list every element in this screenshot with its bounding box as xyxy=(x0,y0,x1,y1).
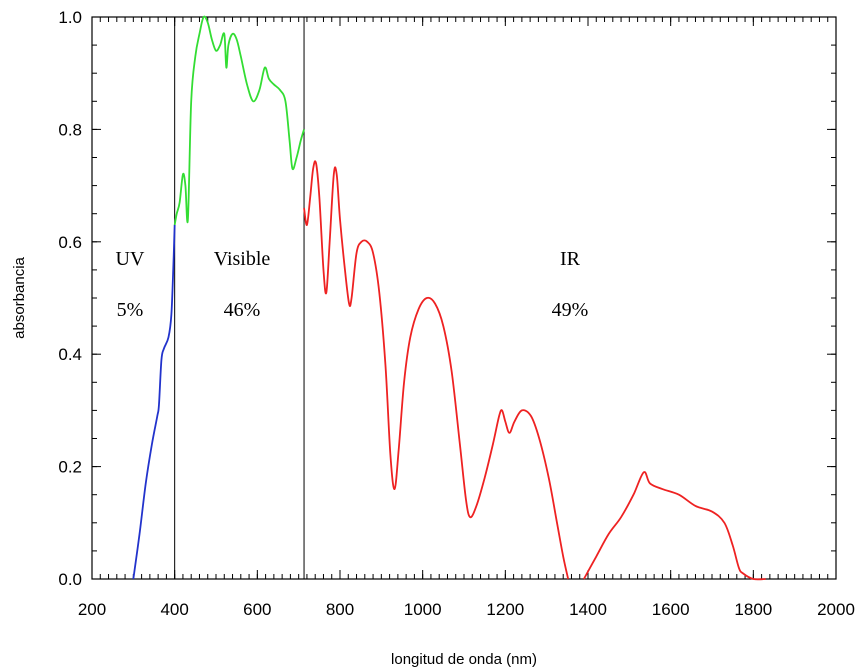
y-axis-title: absorbancia xyxy=(11,256,28,338)
x-tick-label: 1400 xyxy=(569,600,607,619)
series-line xyxy=(583,471,766,581)
absorbance-series xyxy=(132,15,766,581)
x-tick-label: 200 xyxy=(78,600,106,619)
region-label-ir: IR xyxy=(560,248,581,270)
series-line xyxy=(173,15,305,226)
axis-ticks xyxy=(91,16,837,580)
x-tick-label: 1800 xyxy=(734,600,772,619)
x-tick-label: 400 xyxy=(160,600,188,619)
x-tick-label: 2000 xyxy=(817,600,855,619)
region-label-uv: UV xyxy=(116,248,145,270)
x-axis-title: longitud de onda (nm) xyxy=(391,651,537,668)
region-percent-ir: 49% xyxy=(552,299,589,321)
y-tick-label: 0.6 xyxy=(58,233,82,252)
region-percent-uv: 5% xyxy=(117,299,144,321)
region-dividers xyxy=(174,17,305,579)
x-tick-label: 800 xyxy=(326,600,354,619)
series-line xyxy=(132,224,176,580)
x-tick-labels: 200 400 600 800 1000 1200 1400 1600 1800 2000 xyxy=(78,600,855,619)
x-tick-label: 1000 xyxy=(404,600,442,619)
y-tick-label: 0.2 xyxy=(58,458,82,477)
y-tick-labels: 0.0 0.2 0.4 0.6 0.8 1.0 xyxy=(58,8,82,589)
y-tick-label: 0.4 xyxy=(58,345,82,364)
x-tick-label: 1200 xyxy=(486,600,524,619)
series-line xyxy=(303,160,570,580)
region-label-visible: Visible xyxy=(214,248,271,270)
region-percent-visible: 46% xyxy=(224,299,261,321)
x-tick-label: 1600 xyxy=(652,600,690,619)
y-tick-label: 0.8 xyxy=(58,120,82,139)
y-tick-label: 0.0 xyxy=(58,570,82,589)
x-tick-label: 600 xyxy=(243,600,271,619)
y-tick-label: 1.0 xyxy=(58,8,82,27)
plot-frame xyxy=(91,16,837,580)
